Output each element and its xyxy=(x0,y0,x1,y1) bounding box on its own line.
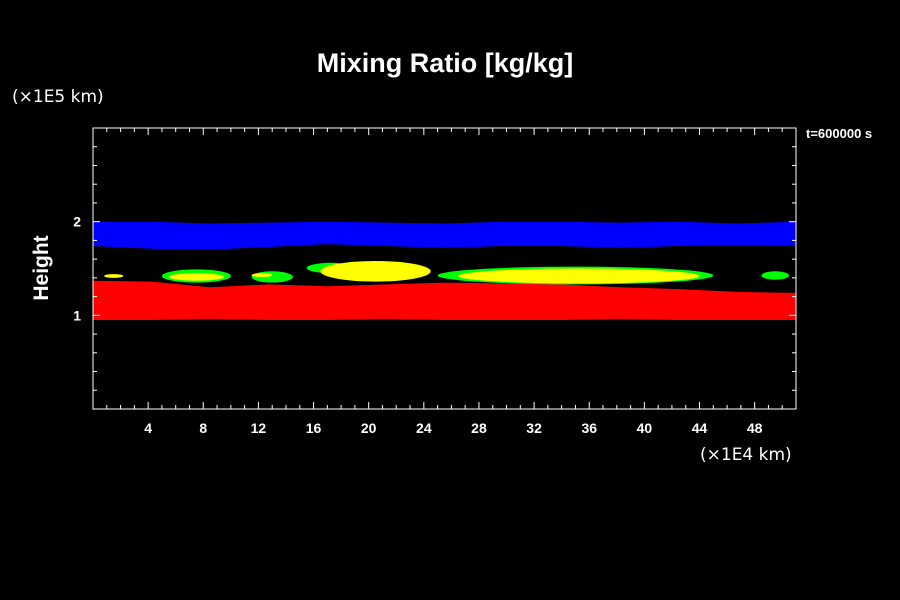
x-tick-label: 24 xyxy=(416,420,432,436)
x-tick-label: 48 xyxy=(747,420,763,436)
field-band-0 xyxy=(93,221,796,250)
y-tick-label: 2 xyxy=(73,214,81,230)
x-tick-label: 28 xyxy=(471,420,487,436)
field-patch-4 xyxy=(761,271,790,280)
field-band-1 xyxy=(93,280,796,320)
x-tick-label: 20 xyxy=(361,420,377,436)
x-tick-label: 40 xyxy=(637,420,653,436)
x-tick-label: 4 xyxy=(144,420,152,436)
x-axis-unit: (×1E4 km) xyxy=(700,445,792,465)
x-tick-label: 8 xyxy=(199,420,207,436)
mixing-ratio-field xyxy=(93,221,796,320)
field-patch-6 xyxy=(320,261,431,282)
field-patch-7 xyxy=(458,268,700,284)
plot-frame xyxy=(92,127,797,410)
timestamp-label: t=600000 s xyxy=(806,126,872,141)
x-tick-label: 12 xyxy=(251,420,267,436)
x-tick-label: 32 xyxy=(526,420,542,436)
chart-title: Mixing Ratio [kg/kg] xyxy=(317,48,574,78)
x-tick-label: 16 xyxy=(306,420,322,436)
field-patch-8 xyxy=(104,274,124,278)
plot-background xyxy=(93,128,796,409)
x-tick-label: 36 xyxy=(581,420,597,436)
x-tick-label: 44 xyxy=(692,420,708,436)
y-axis-unit: (×1E5 km) xyxy=(12,87,104,107)
y-tick-label: 1 xyxy=(73,307,81,323)
field-patch-1 xyxy=(251,271,293,283)
field-patch-5 xyxy=(168,273,224,281)
y-axis-label: Height xyxy=(30,235,53,300)
field-patch-9 xyxy=(251,273,273,277)
